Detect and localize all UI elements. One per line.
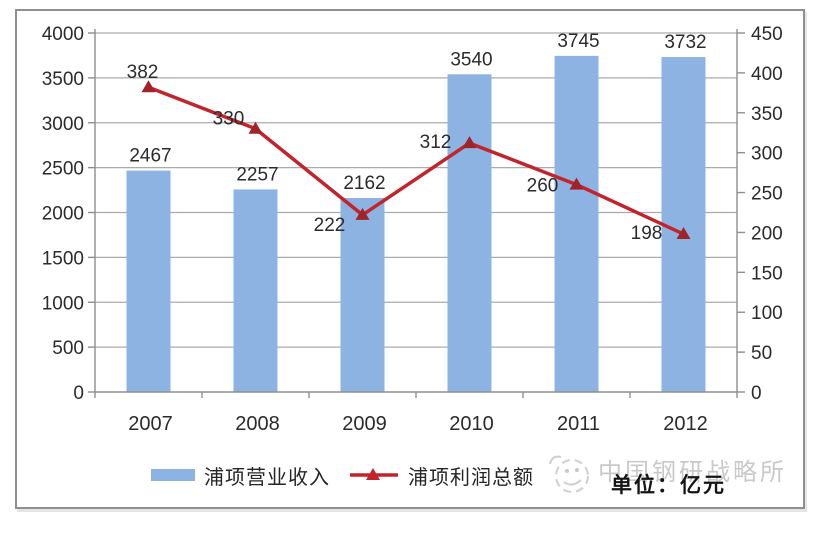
right-axis-label: 50	[751, 343, 772, 364]
legend-label-revenue: 浦项营业收入	[204, 466, 330, 489]
year-label: 2011	[557, 413, 600, 435]
left-axis-label: 3500	[42, 69, 84, 90]
revenue-bar-2009	[340, 197, 385, 392]
year-label: 2010	[449, 413, 494, 435]
right-axis-label: 300	[751, 144, 783, 165]
year-label: 2007	[128, 413, 173, 435]
watermark-text: 中国钢研战略所	[598, 459, 787, 486]
watermark-smiley-icon	[549, 455, 589, 493]
legend-bar-swatch	[151, 469, 195, 481]
legend-item-revenue: 浦项营业收入	[151, 463, 330, 489]
left-axis-label: 500	[52, 338, 84, 359]
right-axis-label: 0	[751, 383, 762, 404]
profit-line	[147, 85, 685, 236]
profit-marker-2011	[569, 177, 584, 190]
line-value-label: 382	[127, 62, 159, 83]
profit-marker-2009	[355, 207, 370, 220]
bar-value-label: 2257	[236, 164, 278, 185]
line-value-label: 222	[314, 215, 346, 236]
right-axis-label: 350	[751, 104, 783, 125]
left-axis-label: 3000	[42, 114, 84, 135]
revenue-bar-2011	[554, 55, 599, 392]
year-label: 2009	[342, 413, 387, 435]
profit-marker-2007	[141, 80, 156, 93]
line-value-label: 198	[631, 223, 663, 244]
bar-value-label: 3540	[450, 49, 492, 70]
right-axis-label: 100	[751, 303, 783, 324]
left-axis-label: 0	[73, 383, 84, 404]
legend-line-swatch	[350, 468, 398, 480]
left-axis-label: 1000	[42, 293, 84, 314]
revenue-bar-2010	[447, 74, 492, 392]
bar-value-label: 2162	[343, 173, 385, 194]
bar-value-label: 3745	[557, 31, 599, 52]
revenue-bar-2012	[661, 57, 706, 392]
left-axis-label: 2000	[42, 204, 84, 225]
left-axis-label: 4000	[42, 24, 84, 45]
line-value-label: 260	[527, 176, 559, 197]
right-axis-label: 250	[751, 184, 783, 205]
unit-label: 单位：亿元	[611, 474, 726, 497]
left-axis-label: 1500	[42, 248, 84, 269]
year-label: 2008	[235, 413, 280, 435]
profit-marker-2008	[248, 121, 263, 134]
bar-value-label: 2467	[129, 146, 171, 167]
bar-value-label: 3732	[664, 32, 706, 53]
year-label: 2012	[663, 413, 708, 435]
right-axis-label: 150	[751, 263, 783, 284]
left-axis-label: 2500	[42, 159, 84, 180]
line-value-label: 312	[420, 132, 452, 153]
profit-marker-2012	[676, 227, 691, 240]
profit-marker-2010	[462, 136, 477, 149]
right-axis-label: 400	[751, 64, 783, 85]
watermark: 中国钢研战略所	[544, 448, 794, 502]
revenue-bar-2008	[233, 189, 278, 392]
legend-item-profit: 浦项利润总额	[349, 463, 534, 489]
right-axis-label: 450	[751, 24, 783, 45]
revenue-bar-2007	[126, 170, 171, 392]
legend-label-profit: 浦项利润总额	[408, 466, 534, 489]
legend-triangle-marker-icon	[366, 468, 380, 480]
right-axis-label: 200	[751, 223, 783, 244]
line-value-label: 330	[213, 109, 245, 130]
